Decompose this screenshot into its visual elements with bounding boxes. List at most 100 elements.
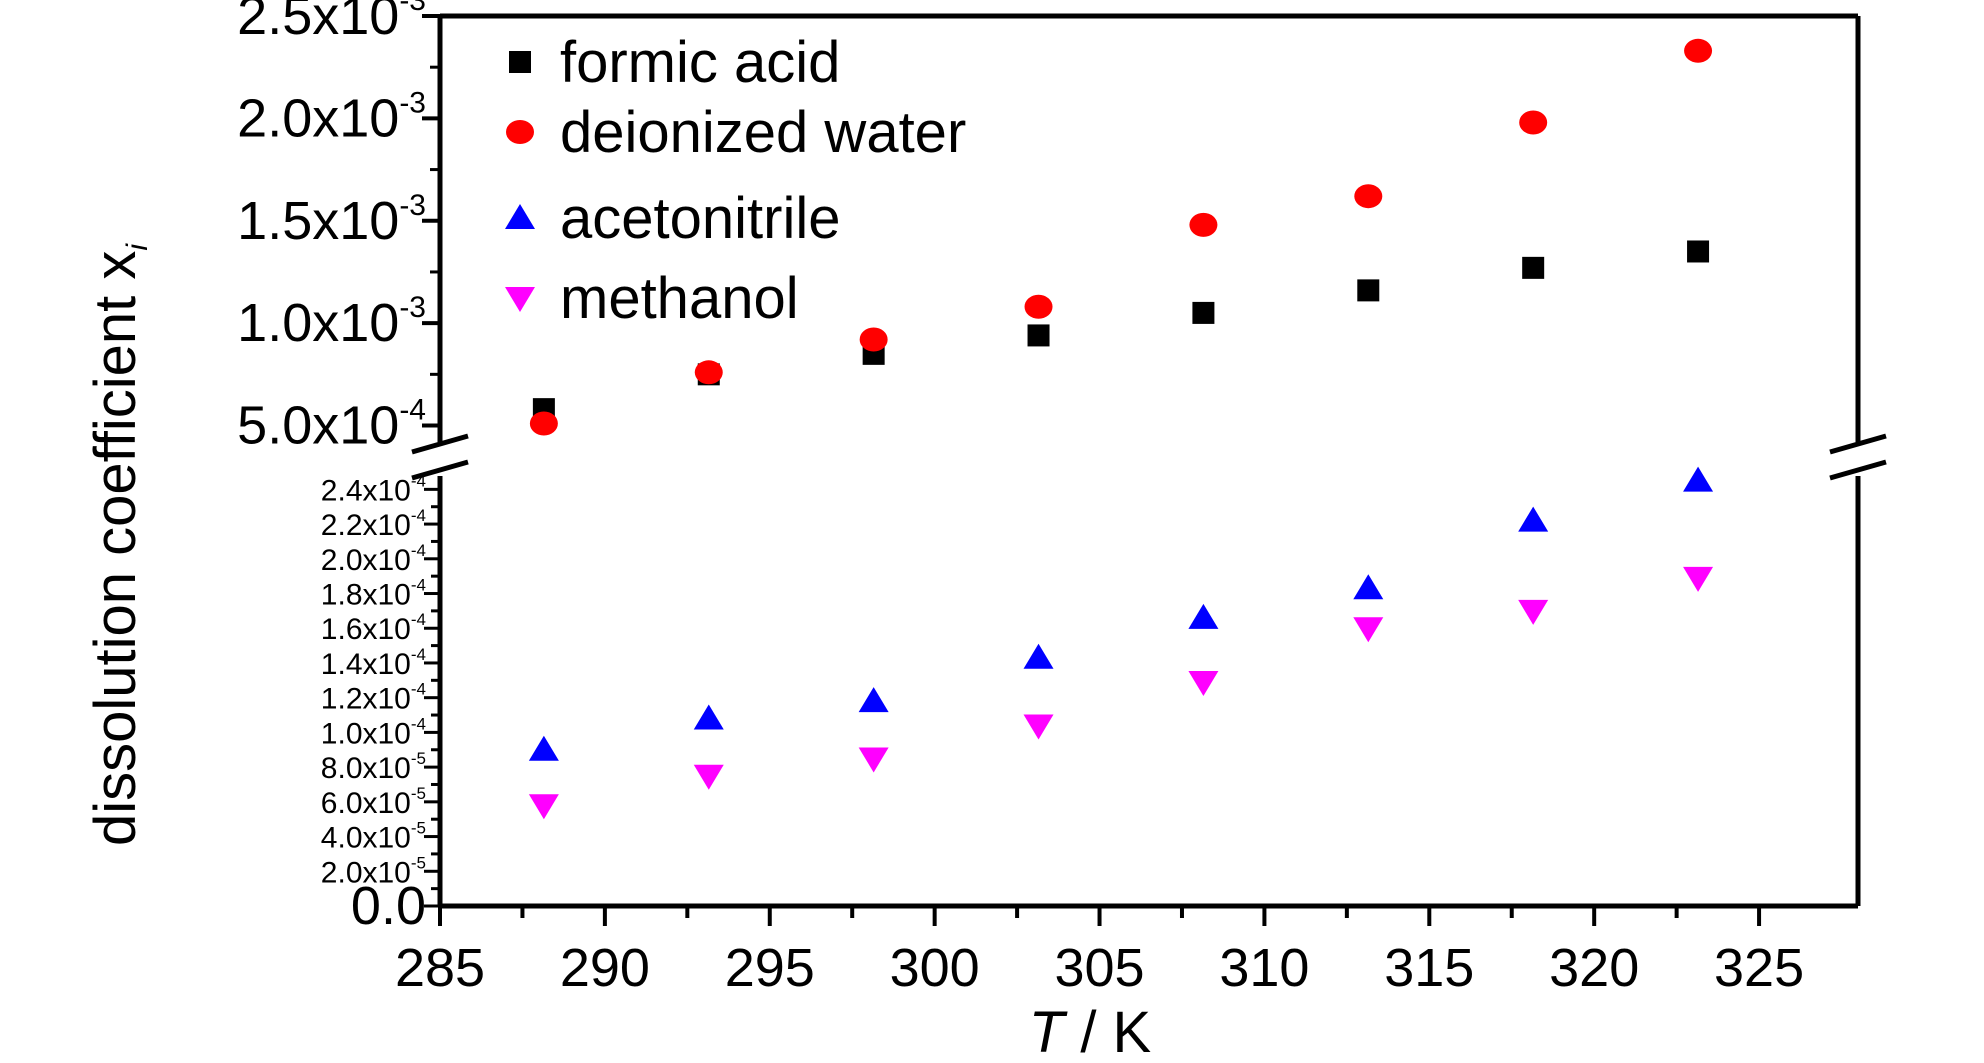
x-axis-label: T / K xyxy=(1029,1000,1152,1063)
data-point-square xyxy=(1687,240,1710,263)
lower-y-tick-label-mantissa: 1.4x10 xyxy=(321,648,411,681)
data-point-triangle-down xyxy=(1353,617,1384,643)
x-tick-label: 315 xyxy=(1384,938,1474,998)
legend-marker-square xyxy=(509,51,531,73)
upper-y-tick-label: 1.5x10-3 xyxy=(237,189,426,251)
lower-y-tick-label: 0.0 xyxy=(351,876,426,936)
data-point-triangle-up xyxy=(1683,466,1714,492)
lower-y-tick-label-mantissa: 8.0x10 xyxy=(321,752,411,785)
x-tick-label: 310 xyxy=(1219,938,1309,998)
x-tick-label: 300 xyxy=(890,938,980,998)
y-axis-label-text: dissolution coefficient x xyxy=(83,251,148,846)
lower-y-tick-label-exponent: -5 xyxy=(411,819,426,838)
x-axis-label-variable: T xyxy=(1029,1000,1068,1063)
data-point-square xyxy=(1192,301,1215,324)
data-point-circle xyxy=(1684,38,1713,63)
lower-y-tick-label: 1.8x10-4 xyxy=(321,576,426,612)
data-point-triangle-down xyxy=(858,747,889,773)
data-point-triangle-down xyxy=(528,794,559,820)
data-point-triangle-down xyxy=(1683,566,1714,592)
lower-y-tick-label-exponent: -5 xyxy=(411,749,426,768)
axis-break-mark-right-2 xyxy=(1829,459,1887,481)
data-point-triangle-down xyxy=(1188,671,1219,697)
data-point-circle xyxy=(859,327,888,352)
lower-y-tick-label-mantissa: 1.6x10 xyxy=(321,613,411,646)
lower-y-tick-label-exponent: -4 xyxy=(411,506,426,525)
data-point-circle xyxy=(1354,184,1383,209)
lower-y-tick-label: 1.6x10-4 xyxy=(321,610,426,646)
lower-y-tick-label-mantissa: 4.0x10 xyxy=(321,822,411,855)
lower-y-tick-label-mantissa: 2.2x10 xyxy=(321,509,411,542)
x-axis-label-unit: / K xyxy=(1064,1000,1151,1063)
lower-y-tick-label-mantissa: 0.0 xyxy=(351,876,426,936)
lower-y-tick-label-mantissa: 6.0x10 xyxy=(321,787,411,820)
lower-y-tick-label-mantissa: 2.4x10 xyxy=(321,474,411,507)
upper-y-tick-label-mantissa: 2.0x10 xyxy=(237,88,399,148)
lower-y-tick-label: 2.0x10-5 xyxy=(321,853,426,889)
tick-labels: 285 290 295 300 305 310 315 320 3252.5x10-32.0x1… xyxy=(237,0,1804,998)
data-point-circle xyxy=(1189,212,1218,237)
data-point-square xyxy=(1357,279,1380,302)
legend-label: methanol xyxy=(560,266,799,331)
legend-marker-triangle-down xyxy=(505,287,535,312)
upper-y-tick-label-mantissa: 1.0x10 xyxy=(237,293,399,353)
upper-y-tick-label-exponent: -3 xyxy=(399,0,426,17)
lower-y-tick-label: 1.4x10-4 xyxy=(321,645,426,681)
lower-y-tick-label-exponent: -4 xyxy=(411,714,426,733)
upper-y-tick-label: 5.0x10-4 xyxy=(237,394,426,456)
upper-y-tick-label: 2.5x10-3 xyxy=(237,0,426,46)
x-tick-label: 305 xyxy=(1054,938,1144,998)
data-point-triangle-up xyxy=(1518,506,1549,532)
upper-y-tick-label-mantissa: 2.5x10 xyxy=(237,0,399,46)
data-point-triangle-up xyxy=(1188,603,1219,629)
x-tick-label: 290 xyxy=(560,938,650,998)
legend-marker-triangle-up xyxy=(505,204,535,229)
data-point-square xyxy=(1027,324,1050,347)
legend-label: formic acid xyxy=(560,30,840,95)
axis-break-mark-left-2 xyxy=(411,459,469,481)
lower-y-tick-label: 2.4x10-4 xyxy=(321,471,426,507)
lower-y-tick-label-exponent: -5 xyxy=(411,853,426,872)
data-point-triangle-up xyxy=(1023,643,1054,669)
lower-y-tick-label-mantissa: 2.0x10 xyxy=(321,856,411,889)
legend-label: acetonitrile xyxy=(560,186,840,251)
lower-y-tick-label-exponent: -4 xyxy=(411,610,426,629)
lower-y-tick-label-exponent: -4 xyxy=(411,471,426,490)
upper-y-tick-label-exponent: -3 xyxy=(399,291,426,324)
upper-y-tick-label-mantissa: 1.5x10 xyxy=(237,191,399,251)
lower-y-tick-label-mantissa: 1.2x10 xyxy=(321,683,411,716)
axis-break-mark-right-1 xyxy=(1829,433,1887,455)
upper-y-tick-label-exponent: -3 xyxy=(399,189,426,222)
lower-y-tick-label-mantissa: 2.0x10 xyxy=(321,544,411,577)
data-point-circle xyxy=(529,411,558,436)
y-axis-label-subscript: i xyxy=(121,243,154,251)
x-tick-label: 320 xyxy=(1549,938,1639,998)
lower-y-tick-label-exponent: -5 xyxy=(411,784,426,803)
data-point-triangle-up xyxy=(693,704,724,730)
data-point-circle xyxy=(694,360,723,385)
upper-y-tick-label: 2.0x10-3 xyxy=(237,86,426,148)
axes xyxy=(411,13,1887,926)
legend-label: deionized water xyxy=(560,100,966,165)
legend-marker-circle xyxy=(506,120,534,144)
lower-y-tick-label: 2.2x10-4 xyxy=(321,506,426,542)
x-tick-label: 325 xyxy=(1714,938,1804,998)
upper-y-tick-label: 1.0x10-3 xyxy=(237,291,426,353)
data-point-triangle-up xyxy=(858,687,889,713)
axis-break-mark-left-1 xyxy=(411,433,469,455)
upper-y-tick-label-mantissa: 5.0x10 xyxy=(237,396,399,456)
lower-y-tick-label-mantissa: 1.8x10 xyxy=(321,579,411,612)
x-tick-label: 285 xyxy=(395,938,485,998)
data-point-square xyxy=(1522,256,1545,279)
lower-y-tick-label: 1.0x10-4 xyxy=(321,714,426,750)
lower-y-tick-label: 8.0x10-5 xyxy=(321,749,426,785)
lower-y-tick-label: 4.0x10-5 xyxy=(321,819,426,855)
x-tick-label: 295 xyxy=(725,938,815,998)
lower-y-tick-label: 6.0x10-5 xyxy=(321,784,426,820)
lower-y-tick-label: 1.2x10-4 xyxy=(321,680,426,716)
data-point-circle xyxy=(1519,110,1548,135)
lower-y-tick-label-exponent: -4 xyxy=(411,541,426,560)
lower-y-tick-label-exponent: -4 xyxy=(411,645,426,664)
